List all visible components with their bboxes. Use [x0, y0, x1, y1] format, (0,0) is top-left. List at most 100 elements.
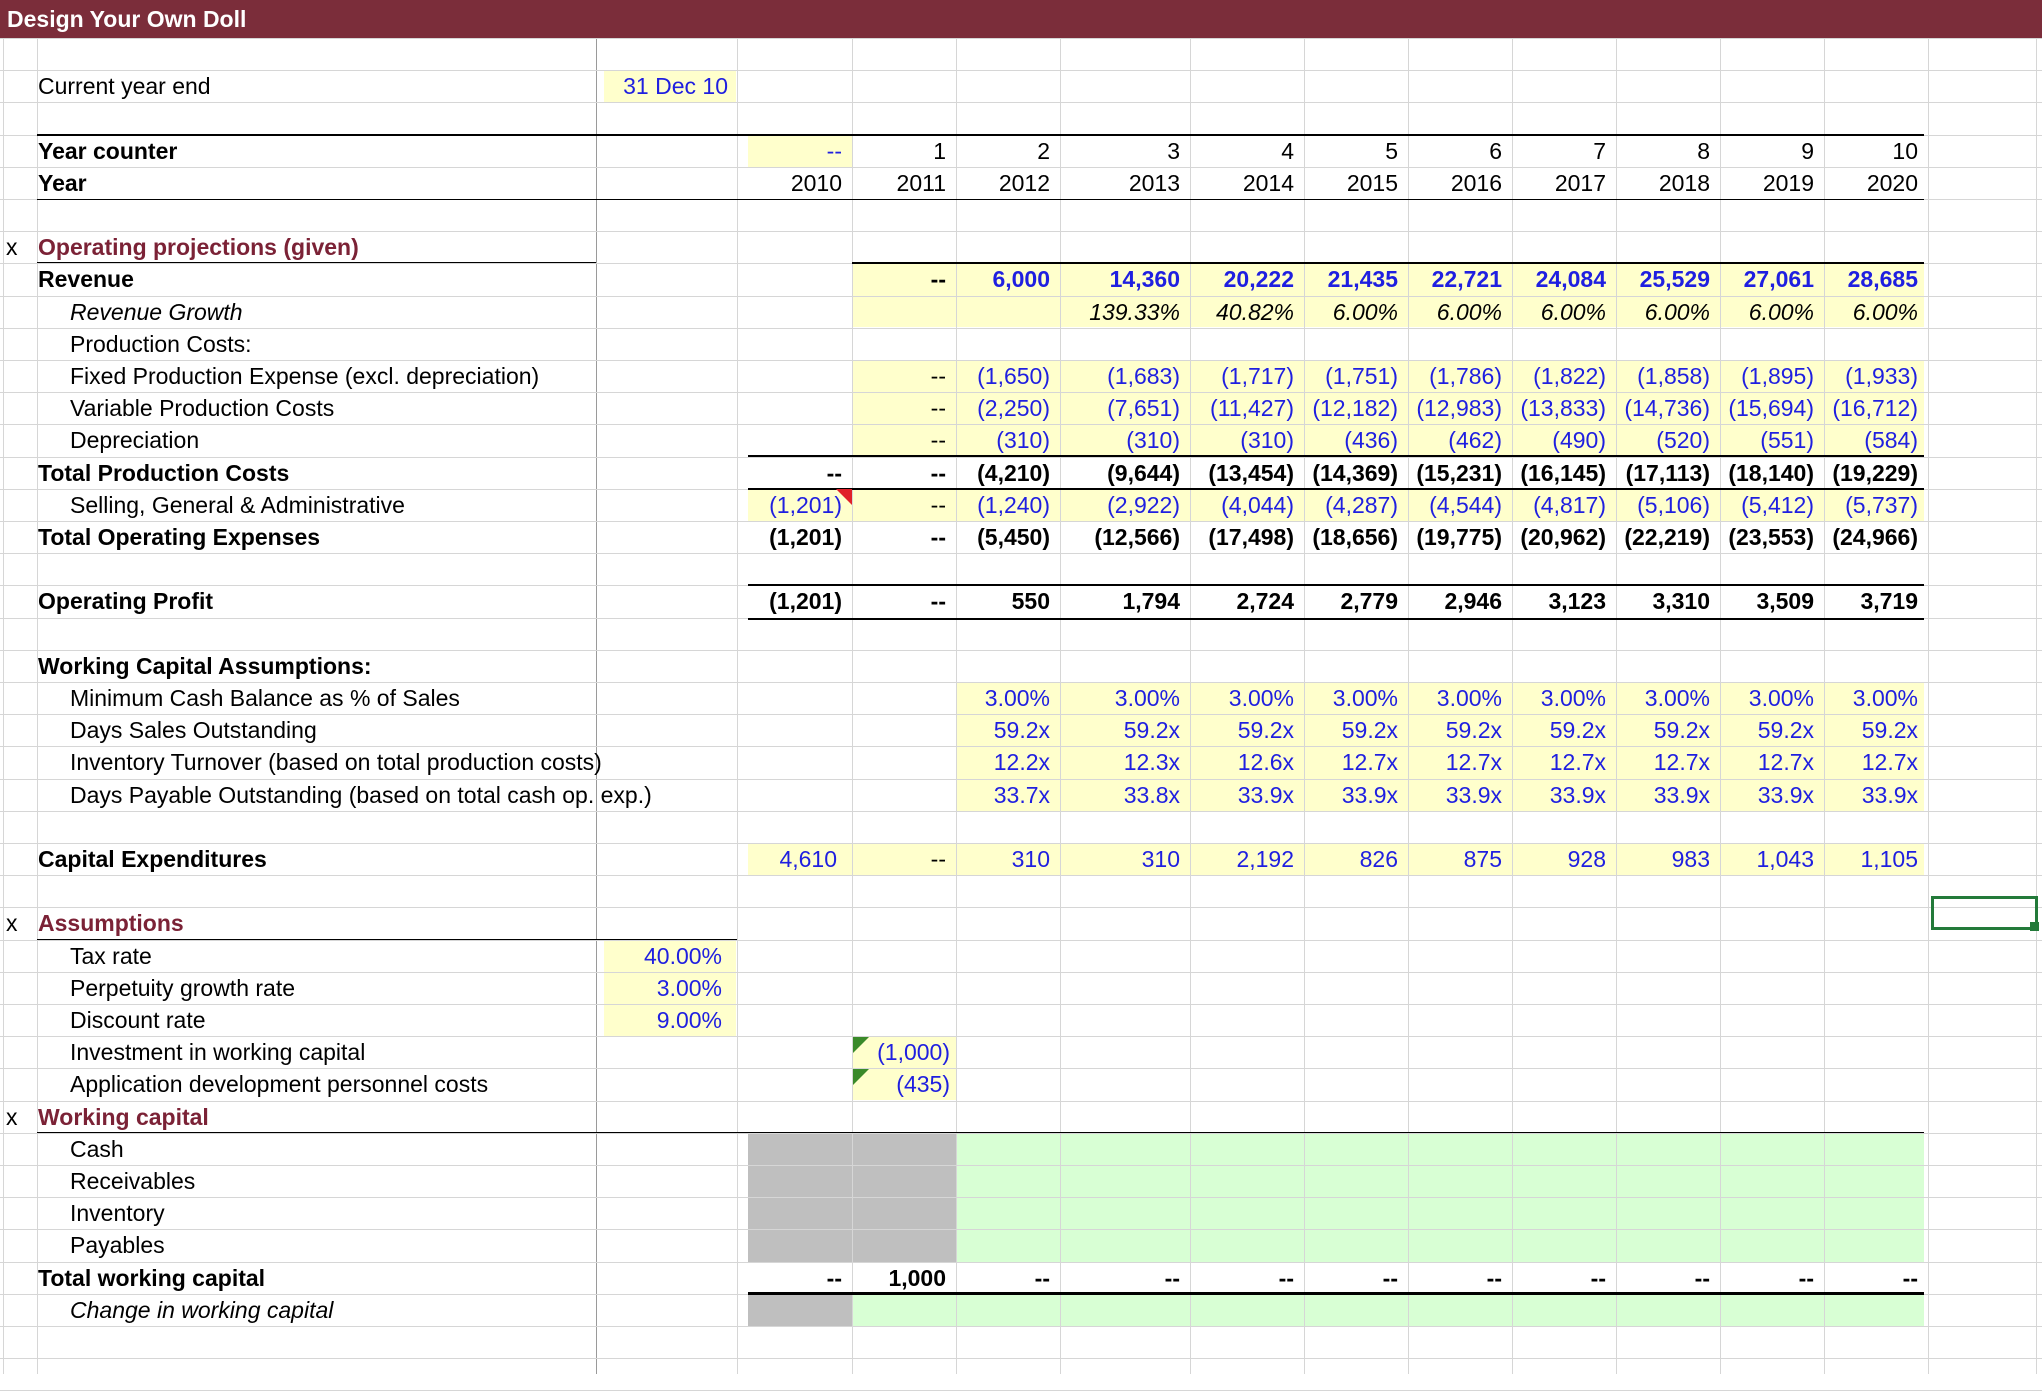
year-counter-2018[interactable]: 8 [1697, 138, 1710, 164]
wc-assumption-value-2012[interactable]: 59.2x [993, 717, 1050, 743]
year-counter-2020[interactable]: 10 [1892, 138, 1918, 164]
assumption-label[interactable]: Application development personnel costs [70, 1071, 489, 1097]
operating-row-value-2013[interactable]: (1,683) [1107, 363, 1180, 389]
operating-row-label[interactable]: Total Operating Expenses [38, 524, 321, 550]
operating-row-value-2020[interactable]: 28,685 [1847, 266, 1918, 292]
operating-row-value-2016[interactable]: (1,786) [1429, 363, 1502, 389]
operating-row-value-2017[interactable]: 24,084 [1535, 266, 1606, 292]
wc-assumption-value-2020[interactable]: 12.7x [1861, 749, 1918, 775]
operating-profit-value-2010[interactable]: (1,201) [769, 588, 842, 614]
year-2020[interactable]: 2020 [1866, 170, 1918, 196]
operating-row-value-2015[interactable]: 6.00% [1332, 299, 1398, 325]
wc-assumption-value-2017[interactable]: 3.00% [1540, 685, 1606, 711]
operating-row-value-2019[interactable]: (23,553) [1728, 524, 1814, 550]
wc-assumption-value-2019[interactable]: 12.7x [1757, 749, 1814, 775]
capex-value-2017[interactable]: 928 [1567, 846, 1606, 872]
operating-row-label[interactable]: Variable Production Costs [70, 395, 335, 421]
wc-assumption-value-2012[interactable]: 33.7x [993, 782, 1050, 808]
operating-row-value-2014[interactable]: (1,717) [1221, 363, 1294, 389]
working-capital-row-label[interactable]: Receivables [70, 1168, 196, 1194]
wc-assumption-value-2017[interactable]: 33.9x [1549, 782, 1606, 808]
operating-row-value-2012[interactable]: (4,210) [977, 460, 1050, 486]
operating-row-value-2017[interactable]: (490) [1552, 427, 1606, 453]
operating-profit-value-2015[interactable]: 2,779 [1340, 588, 1398, 614]
assumption-input[interactable]: 40.00% [643, 943, 722, 969]
operating-row-value-2016[interactable]: (4,544) [1429, 492, 1502, 518]
total-working-capital-value-2019[interactable]: -- [1798, 1265, 1814, 1291]
year-counter-2016[interactable]: 6 [1489, 138, 1502, 164]
wc-assumption-value-2016[interactable]: 59.2x [1445, 717, 1502, 743]
operating-row-value-2018[interactable]: 25,529 [1639, 266, 1710, 292]
operating-row-value-2013[interactable]: (310) [1126, 427, 1180, 453]
operating-row-value-2016[interactable]: (15,231) [1416, 460, 1502, 486]
operating-row-value-2018[interactable]: (520) [1656, 427, 1710, 453]
wc-assumption-value-2016[interactable]: 12.7x [1445, 749, 1502, 775]
operating-profit-value-2017[interactable]: 3,123 [1548, 588, 1606, 614]
capex-value-2019[interactable]: 1,043 [1756, 846, 1814, 872]
operating-row-value-2017[interactable]: (20,962) [1520, 524, 1606, 550]
wc-assumption-value-2013[interactable]: 59.2x [1123, 717, 1180, 743]
operating-row-value-2020[interactable]: (16,712) [1832, 395, 1918, 421]
operating-row-value-2019[interactable]: (551) [1760, 427, 1814, 453]
total-working-capital-value-2011[interactable]: 1,000 [888, 1265, 946, 1291]
working-capital-row-label[interactable]: Inventory [70, 1200, 165, 1226]
operating-row-value-2013[interactable]: 14,360 [1109, 266, 1180, 292]
operating-row-value-2011[interactable]: -- [930, 492, 946, 518]
operating-row-label[interactable]: Revenue Growth [70, 299, 243, 325]
operating-row-value-2015[interactable]: (4,287) [1325, 492, 1398, 518]
operating-row-value-2011[interactable]: -- [930, 524, 946, 550]
operating-row-value-2017[interactable]: (1,822) [1533, 363, 1606, 389]
capex-value-2010[interactable]: 4,610 [779, 846, 837, 872]
operating-row-value-2016[interactable]: 6.00% [1436, 299, 1502, 325]
operating-profit-value-2013[interactable]: 1,794 [1122, 588, 1180, 614]
wc-assumption-value-2015[interactable]: 33.9x [1341, 782, 1398, 808]
current-year-end-label[interactable]: Current year end [38, 73, 211, 99]
assumptions-collapse-toggle[interactable]: x [6, 910, 18, 936]
year-counter-label[interactable]: Year counter [38, 138, 178, 164]
operating-row-value-2011[interactable]: -- [930, 266, 946, 292]
total-working-capital-value-2020[interactable]: -- [1902, 1265, 1918, 1291]
fill-handle[interactable] [2030, 922, 2039, 931]
wc-assumptions-title[interactable]: Working Capital Assumptions: [38, 653, 372, 679]
wc-assumption-value-2017[interactable]: 12.7x [1549, 749, 1606, 775]
capex-value-2016[interactable]: 875 [1463, 846, 1502, 872]
wc-assumption-value-2020[interactable]: 3.00% [1852, 685, 1918, 711]
operating-profit-value-2019[interactable]: 3,509 [1756, 588, 1814, 614]
operating-row-value-2015[interactable]: (18,656) [1312, 524, 1398, 550]
operating-row-value-2020[interactable]: (19,229) [1832, 460, 1918, 486]
total-working-capital-value-2018[interactable]: -- [1694, 1265, 1710, 1291]
total-working-capital-value-2015[interactable]: -- [1382, 1265, 1398, 1291]
operating-row-label[interactable]: Selling, General & Administrative [70, 492, 405, 518]
operating-row-value-2020[interactable]: 6.00% [1852, 299, 1918, 325]
wc-assumption-value-2013[interactable]: 3.00% [1114, 685, 1180, 711]
wc-assumption-label[interactable]: Inventory Turnover (based on total produ… [70, 749, 602, 775]
operating-profit-value-2018[interactable]: 3,310 [1652, 588, 1710, 614]
operating-row-value-2017[interactable]: 6.00% [1540, 299, 1606, 325]
operating-row-value-2012[interactable]: (2,250) [977, 395, 1050, 421]
year-counter-2011[interactable]: 1 [933, 138, 946, 164]
operating-row-value-2014[interactable]: (13,454) [1208, 460, 1294, 486]
operating-row-value-2018[interactable]: (1,858) [1637, 363, 1710, 389]
operating-row-value-2020[interactable]: (1,933) [1845, 363, 1918, 389]
operating-row-value-2012[interactable]: (1,650) [977, 363, 1050, 389]
operating-row-label[interactable]: Fixed Production Expense (excl. deprecia… [70, 363, 540, 389]
operating-row-value-2014[interactable]: 40.82% [1215, 299, 1294, 325]
wc-assumption-value-2015[interactable]: 3.00% [1332, 685, 1398, 711]
operating-row-value-2018[interactable]: (14,736) [1624, 395, 1710, 421]
selected-cell[interactable] [1931, 896, 2038, 930]
operating-row-value-2010[interactable]: (1,201) [769, 524, 842, 550]
comment-indicator[interactable] [836, 489, 852, 505]
operating-row-value-2015[interactable]: (14,369) [1312, 460, 1398, 486]
year-2013[interactable]: 2013 [1128, 170, 1180, 196]
operating-row-value-2020[interactable]: (24,966) [1832, 524, 1918, 550]
operating-row-value-2012[interactable]: 6,000 [992, 266, 1050, 292]
operating-row-value-2012[interactable]: (310) [996, 427, 1050, 453]
operating-row-value-2011[interactable]: -- [930, 363, 946, 389]
operating-profit-value-2014[interactable]: 2,724 [1236, 588, 1294, 614]
working-capital-collapse-toggle[interactable]: x [6, 1104, 18, 1130]
capex-value-2020[interactable]: 1,105 [1860, 846, 1918, 872]
assumption-input-2011[interactable]: (435) [896, 1071, 950, 1097]
wc-assumption-value-2014[interactable]: 59.2x [1237, 717, 1294, 743]
year-2017[interactable]: 2017 [1554, 170, 1606, 196]
operating-row-value-2018[interactable]: (5,106) [1637, 492, 1710, 518]
